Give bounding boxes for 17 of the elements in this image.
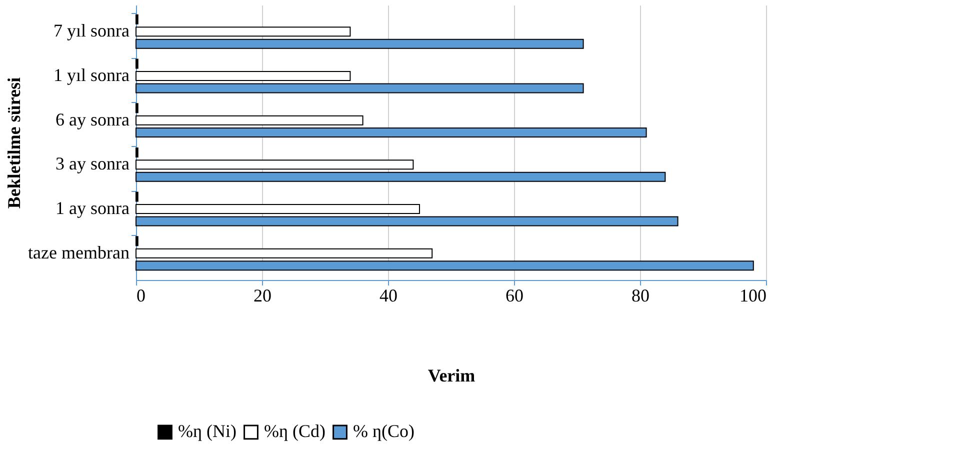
x-tick-label: 40 — [380, 286, 398, 306]
y-tick-label: 3 ay sonra — [56, 154, 130, 174]
legend-label: %ƞ (Cd) — [264, 421, 326, 442]
y-tick-label: 7 yıl sonra — [54, 20, 130, 41]
legend-label: % ƞ(Co) — [353, 421, 414, 442]
y-tick-label: 1 ay sonra — [56, 198, 130, 218]
x-tick-label: 100 — [740, 286, 766, 306]
x-tick-label: 0 — [136, 286, 146, 306]
x-tick-label: 20 — [254, 286, 272, 306]
legend-label: %ƞ (Ni) — [178, 421, 236, 442]
y-axis-title: Bekletilme süresi — [4, 77, 24, 209]
x-tick-label: 60 — [506, 286, 524, 306]
y-tick-label: 6 ay sonra — [56, 109, 130, 130]
y-tick-label: taze membran — [28, 242, 130, 262]
x-axis-title: Verim — [428, 366, 476, 386]
y-tick-label: 1 yıl sonra — [54, 64, 130, 85]
x-tick-label: 80 — [632, 286, 650, 306]
